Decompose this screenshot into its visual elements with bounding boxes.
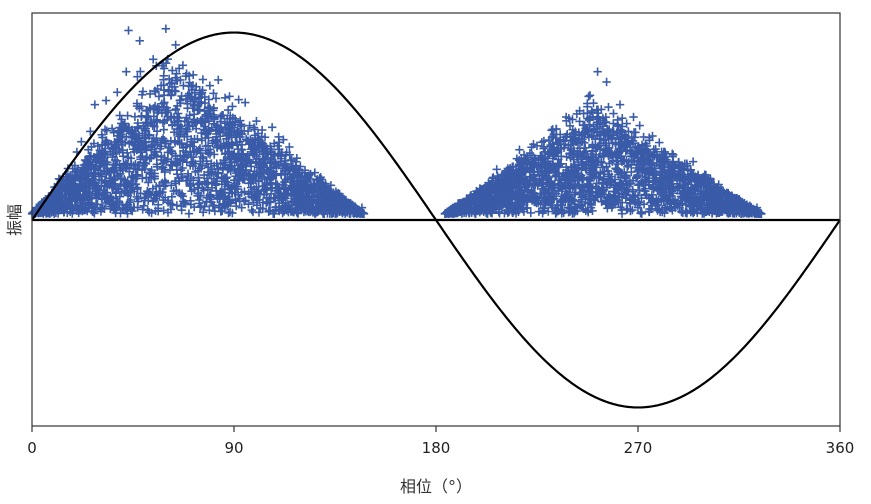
scatter-point: [198, 208, 208, 217]
scatter-point: [184, 209, 194, 218]
y-axis-label: 振幅: [5, 204, 24, 236]
scatter-point: [205, 81, 215, 90]
scatter-point: [296, 162, 305, 171]
x-tick-label: 270: [624, 439, 653, 457]
scatter-point: [223, 105, 233, 115]
x-tick-label: 360: [826, 439, 855, 457]
x-tick-label: 180: [422, 439, 451, 457]
x-tick-label: 0: [27, 439, 37, 457]
scatter-point: [202, 197, 211, 207]
scatter-point: [115, 111, 124, 120]
scatter-point: [198, 75, 208, 84]
x-axis-label: 相位（°）: [400, 477, 472, 496]
scatter-point: [237, 203, 246, 212]
scatter-point: [102, 126, 111, 135]
scatter-point: [181, 94, 191, 104]
scatter-point: [241, 196, 250, 205]
x-tick-label: 90: [224, 439, 243, 457]
scatter-point: [154, 92, 164, 101]
scatter-point: [205, 206, 214, 215]
scatter-series: [27, 24, 766, 219]
scatter-point: [245, 121, 254, 130]
scatter-point: [107, 124, 117, 133]
scatter-point: [128, 206, 137, 216]
